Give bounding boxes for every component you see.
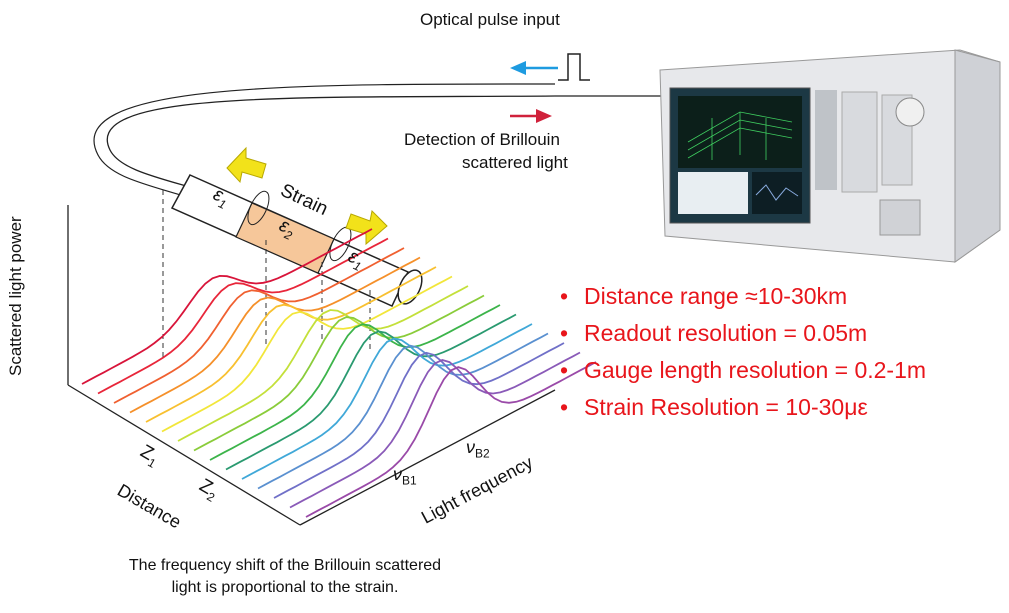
spectrum-trace bbox=[129, 256, 421, 414]
spectrum-trace bbox=[113, 247, 405, 404]
bullet-text-2: Gauge length resolution = 0.2-1m bbox=[584, 357, 927, 383]
bullet-text-3: Strain Resolution = 10-30με bbox=[584, 394, 868, 420]
nu-b1-label: νB1 bbox=[393, 464, 417, 488]
caption-line2: light is proportional to the strain. bbox=[171, 579, 399, 596]
bullet-gauge-length: • Gauge length resolution = 0.2-1m bbox=[560, 357, 927, 383]
optical-analyzer-instrument bbox=[659, 49, 1001, 263]
optical-pulse-input-label: Optical pulse input bbox=[420, 10, 560, 29]
spectrum-trace bbox=[241, 323, 533, 480]
strain-arrow-left bbox=[226, 146, 267, 184]
nu-b2-label: νB2 bbox=[466, 437, 490, 461]
nu-b1-symbol: ν bbox=[393, 464, 402, 484]
nu-b2-symbol: ν bbox=[466, 437, 475, 457]
spectrum-trace bbox=[257, 332, 549, 490]
pulse-arrow bbox=[510, 61, 558, 75]
spectrum-trace bbox=[81, 228, 373, 385]
eps2-segment bbox=[235, 202, 335, 274]
spectrum-trace bbox=[193, 294, 485, 452]
nu-b2-sub: B2 bbox=[475, 446, 490, 461]
spectrum-trace bbox=[145, 266, 437, 423]
fiber-cable bbox=[106, 95, 680, 191]
spectrum-trace bbox=[97, 237, 389, 395]
plot-axes bbox=[67, 205, 556, 526]
bullet-strain-resolution: • Strain Resolution = 10-30με bbox=[560, 394, 868, 420]
spectrum-trace bbox=[289, 351, 581, 509]
nu-b1-sub: B1 bbox=[402, 473, 417, 488]
spec-bullet-list: • Distance range ≈10-30km • Readout resolu… bbox=[560, 278, 926, 426]
spectrum-trace bbox=[209, 304, 501, 461]
fiber-cable-outer bbox=[93, 83, 556, 199]
spectrum-traces bbox=[81, 228, 597, 518]
bullet-text-1: Readout resolution = 0.05m bbox=[584, 320, 868, 346]
bullet-distance-range: • Distance range ≈10-30km bbox=[560, 283, 848, 309]
bullet-readout-resolution: • Readout resolution = 0.05m bbox=[560, 320, 868, 346]
spectrum-trace bbox=[161, 275, 453, 433]
detection-label-line2: scattered light bbox=[462, 153, 568, 172]
spectrum-trace bbox=[305, 361, 597, 518]
y-axis-label: Scattered light power bbox=[6, 216, 25, 376]
pulse-shape-icon bbox=[558, 53, 590, 81]
figure-caption: The frequency shift of the Brillouin sca… bbox=[70, 555, 500, 599]
bullet-text-0: Distance range ≈10-30km bbox=[584, 283, 848, 309]
spectrum-trace bbox=[177, 285, 469, 442]
spectrum-trace bbox=[273, 342, 565, 499]
spectrum-trace bbox=[225, 313, 517, 471]
detection-label-line1: Detection of Brillouin bbox=[404, 130, 560, 149]
strain-arrow-right bbox=[345, 209, 388, 246]
caption-line1: The frequency shift of the Brillouin sca… bbox=[128, 557, 442, 574]
detection-arrow bbox=[510, 109, 552, 123]
